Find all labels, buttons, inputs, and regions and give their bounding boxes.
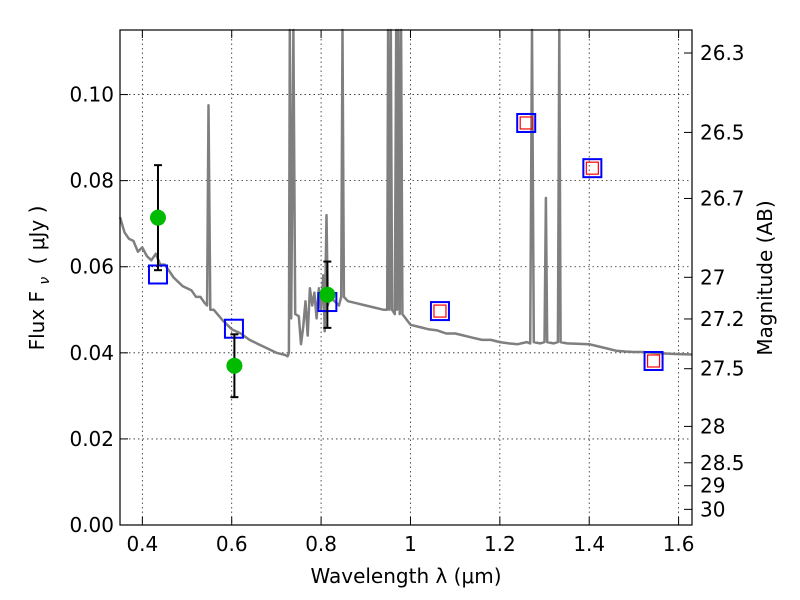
y2-tick-label: 27.5 — [700, 357, 745, 381]
y2-tick-label: 26.3 — [700, 41, 745, 65]
y2-tick-label: 27 — [700, 265, 725, 289]
grid-lines — [120, 30, 692, 526]
right-axis-title: Magnitude (AB) — [753, 200, 777, 355]
model-photometry-square — [643, 351, 664, 372]
plot-frame — [119, 29, 693, 526]
model-spectrum-series — [118, 28, 693, 358]
upper-limit-square — [519, 116, 533, 130]
observed-flux-point — [319, 286, 336, 303]
upper-limit-square — [646, 354, 661, 368]
y-tick-label: 0.02 — [69, 427, 114, 451]
x-tick-label: 1.2 — [484, 532, 516, 556]
x-tick-label: 1.4 — [573, 532, 605, 556]
y-axis-title-unit: ( μJy ) — [25, 206, 49, 265]
model-photometry-square — [516, 112, 537, 133]
x-tick-label: 0.4 — [126, 532, 158, 556]
y-axis-title: Flux F ν ( μJy ) — [25, 206, 54, 351]
x-tick-label: 1.6 — [663, 532, 695, 556]
y2-tick-label: 26.5 — [700, 120, 745, 144]
y-axis-title-subscript: ν — [37, 277, 53, 285]
model-spectrum-line — [118, 28, 693, 358]
y2-tick-label: 26.7 — [700, 186, 745, 210]
y2-tick-label: 27.2 — [700, 307, 745, 331]
model-photometry-square — [429, 301, 450, 322]
y-axis-ticks: 0.00 0.02 0.04 0.06 0.08 0.10 — [69, 83, 128, 537]
photometry-markers — [147, 112, 664, 399]
y-tick-label: 0.08 — [69, 169, 114, 193]
y-tick-label: 0.06 — [69, 255, 114, 279]
upper-limit-square — [433, 304, 447, 318]
y2-tick-label: 28.5 — [700, 451, 745, 475]
y2-tick-label: 30 — [700, 497, 725, 521]
y2-tick-label: 29 — [700, 474, 725, 498]
observed-flux-point — [226, 357, 243, 374]
y-tick-label: 0.10 — [69, 83, 114, 107]
x-tick-label: 0.8 — [305, 532, 337, 556]
x-axis-ticks: 0.4 0.6 0.8 1 1.2 1.4 1.6 — [126, 30, 695, 556]
observed-flux-point — [149, 209, 166, 226]
y2-tick-label: 28 — [700, 414, 725, 438]
y-tick-label: 0.00 — [69, 513, 114, 537]
y-axis-title-main: Flux F — [25, 291, 49, 350]
x-axis-title: Wavelength λ (μm) — [310, 564, 501, 588]
x-tick-label: 0.6 — [216, 532, 248, 556]
model-photometry-square — [582, 158, 603, 179]
x-tick-label: 1 — [404, 532, 417, 556]
y-tick-label: 0.04 — [69, 341, 114, 365]
upper-limit-square — [585, 161, 599, 175]
